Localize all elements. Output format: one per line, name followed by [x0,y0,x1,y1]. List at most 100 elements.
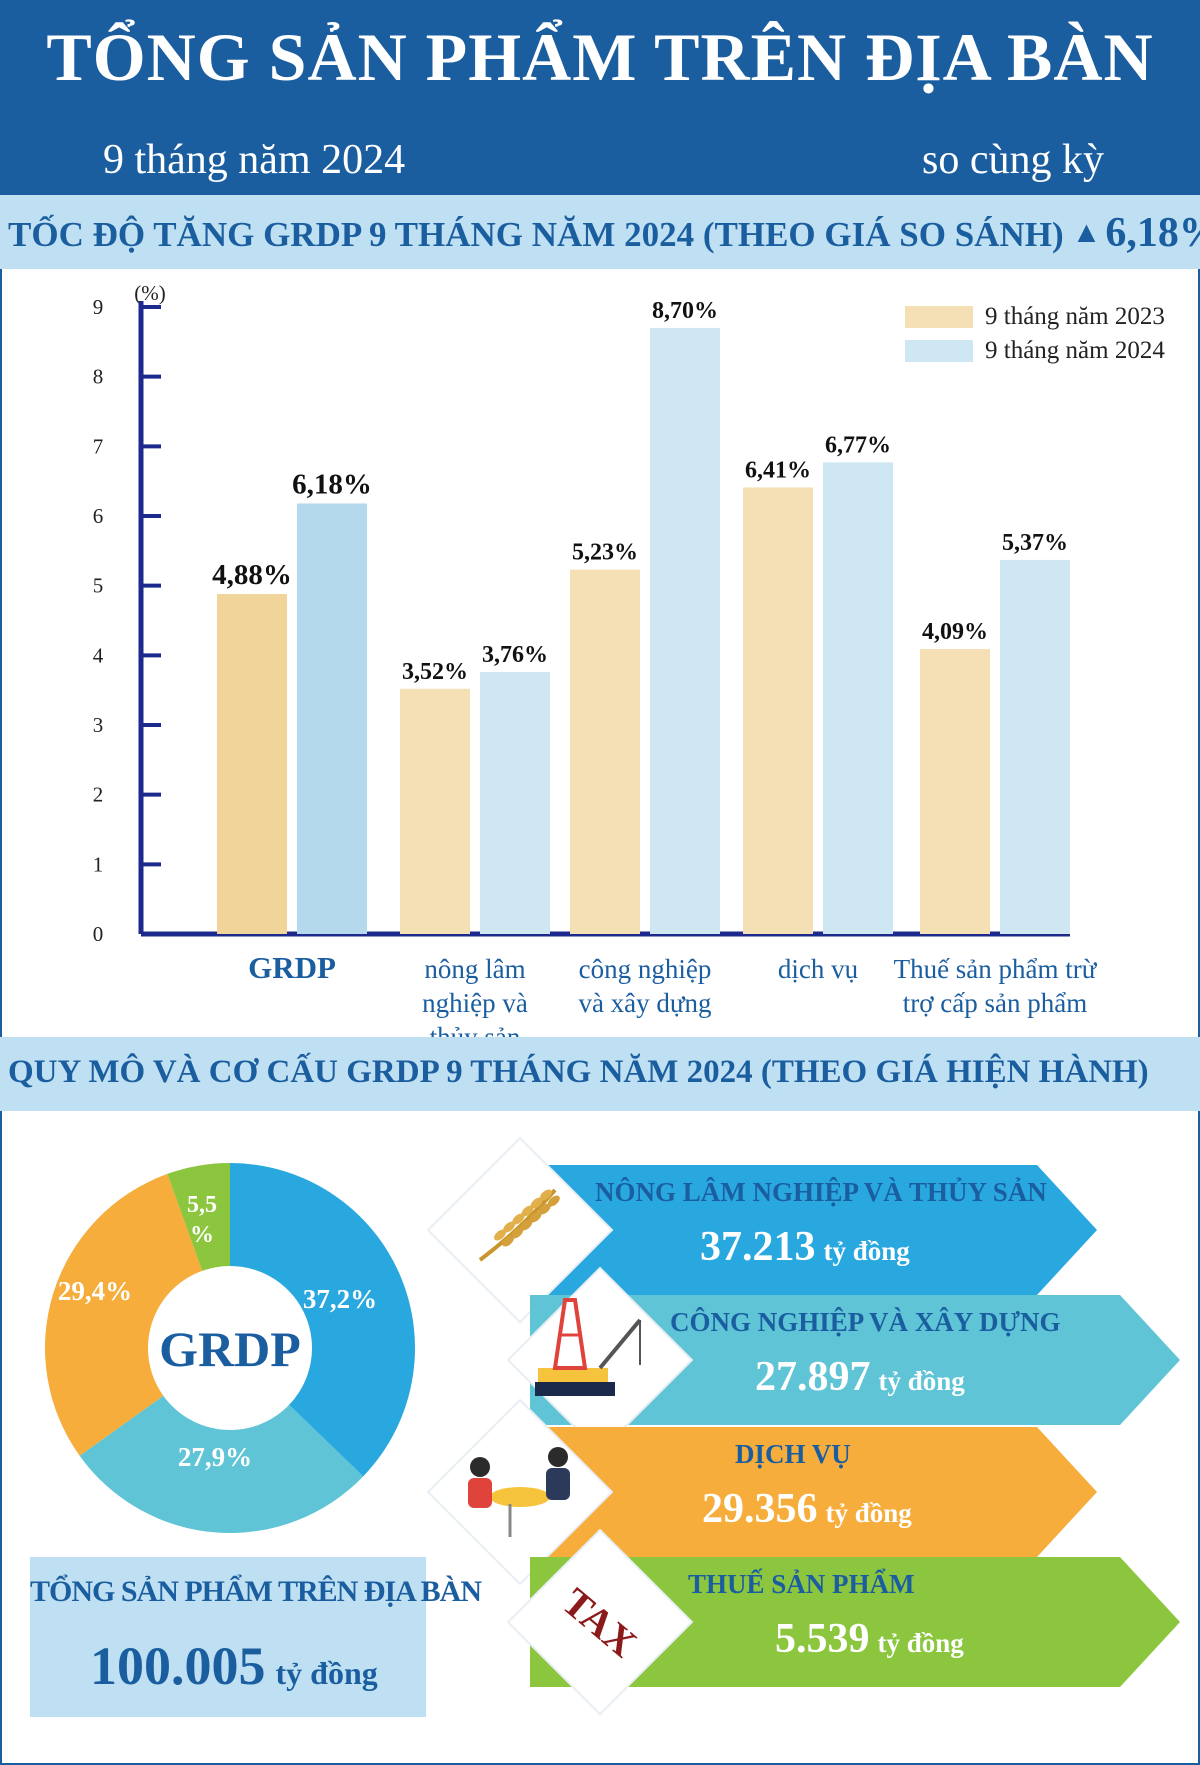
sector-value-unit: tỷ đồng [825,1498,912,1528]
y-tick-label: 5 [93,574,104,598]
bar-2024 [823,462,893,934]
sector-title: DỊCH VỤ [735,1439,851,1469]
total-title: TỔNG SẢN PHẨM TRÊN ĐỊA BÀN [30,1575,482,1608]
structure-section-title: QUY MÔ VÀ CƠ CẤU GRDP 9 THÁNG NĂM 2024 (… [8,1054,1149,1090]
sector-title: CÔNG NGHIỆP VÀ XÂY DỰNG [670,1307,1061,1337]
bar-2023 [920,649,990,934]
oil-rig-icon [535,1298,642,1396]
sector-arrow-banner [530,1165,1097,1295]
rice-icon [478,1188,560,1262]
sector-value-number: 37.213 [700,1224,816,1270]
x-category-label: nông lâm [424,954,525,984]
data-label: 5,23% [572,540,638,566]
donut-center-label: GRDP [159,1321,301,1377]
donut-slice [230,1163,416,1477]
sector-value-number: 29.356 [702,1486,818,1532]
period-label: 9 tháng năm 2024 [103,137,406,183]
legend-label: 9 tháng năm 2023 [985,303,1165,330]
y-tick-label: 7 [93,434,104,458]
total-number: 100.005 [90,1636,266,1696]
page-title: TỔNG SẢN PHẨM TRÊN ĐỊA BÀN [46,19,1154,95]
sector-arrow-banner [530,1295,1180,1425]
total-unit: tỷ đồng [275,1655,378,1691]
data-label: 6,18% [292,468,372,500]
data-label: 4,88% [212,559,292,591]
bar-2023 [570,569,640,934]
x-category-label: Thuế sản phẩm trừ [894,954,1098,984]
y-tick-label: 2 [93,783,104,807]
y-tick-label: 3 [93,713,104,737]
structure-section-band: QUY MÔ VÀ CƠ CẤU GRDP 9 THÁNG NĂM 2024 (… [0,1037,1200,1111]
sector-value-number: 27.897 [755,1354,871,1400]
donut-slice-label: 37,2% [303,1284,377,1314]
y-tick-label: 0 [93,922,104,946]
x-category-label: trợ cấp sản phẩm [903,988,1087,1018]
donut-slice [79,1395,364,1533]
total-value: 100.005 tỷ đồng [90,1635,378,1697]
donut-slice [167,1163,230,1271]
total-box: TỔNG SẢN PHẨM TRÊN ĐỊA BÀN 100.005 tỷ đồn… [30,1557,482,1717]
sector-value: 27.897 tỷ đồng [755,1353,965,1401]
bar-2023 [400,688,470,934]
data-label: 8,70% [652,298,718,324]
bar-2024 [297,503,367,934]
donut-slice-label: 5,5 [187,1192,217,1218]
sector-value-unit: tỷ đồng [823,1236,910,1266]
header: TỔNG SẢN PHẨM TRÊN ĐỊA BÀN 9 tháng năm 2… [0,0,1200,195]
legend-item-2023: 9 tháng năm 2023 [905,300,1165,334]
sector-title: THUẾ SẢN PHẨM [688,1569,915,1599]
growth-section-heading: TỐC ĐỘ TĂNG GRDP 9 THÁNG NĂM 2024 (THEO … [8,209,1200,257]
x-category-label: và xây dựng [578,988,711,1018]
bar-2023 [217,594,287,934]
bar-2023 [743,487,813,934]
growth-section-band: TỐC ĐỘ TĂNG GRDP 9 THÁNG NĂM 2024 (THEO … [0,195,1200,269]
legend-swatch [905,340,973,362]
data-label: 6,41% [745,457,811,483]
y-tick-label: 6 [93,504,104,528]
chart-legend: 9 tháng năm 2023 9 tháng năm 2024 [905,300,1165,368]
y-tick-label: 8 [93,365,104,389]
data-label: 6,77% [825,432,891,458]
data-label: 4,09% [922,619,988,645]
compare-label: so cùng kỳ [922,137,1104,183]
data-label: 3,52% [402,659,468,685]
growth-value: 6,18% [1105,210,1200,256]
y-tick-label: 9 [93,295,104,319]
sector-value: 37.213 tỷ đồng [700,1223,910,1271]
sector-value-unit: tỷ đồng [878,1366,965,1396]
x-category-label: thủy sản [430,1022,521,1040]
legend-item-2024: 9 tháng năm 2024 [905,334,1165,368]
sector-value-number: 5.539 [775,1616,870,1662]
bar-2024 [650,327,720,934]
sector-value: 5.539 tỷ đồng [775,1615,964,1663]
bar-2024 [480,672,550,934]
arrow-up-icon: ▲ [1071,216,1102,249]
donut-slice-label: 27,9% [178,1442,252,1472]
grdp-donut-chart: 37,2% 27,9% 29,4% 5,5% GRDP [40,1158,420,1538]
bar-2024 [1000,559,1070,934]
legend-label: 9 tháng năm 2024 [985,337,1165,364]
growth-bar-chart: (%) 01234567894,88%6,18%GRDP3,52%3,76%nô… [93,281,1098,1040]
sector-title: NÔNG LÂM NGHIỆP VÀ THỦY SẢN [595,1177,1047,1207]
donut-slice-label: 29,4% [58,1276,132,1306]
icon-diamond [506,1528,694,1716]
sector-arrow-banner [530,1427,1097,1557]
donut-slice [44,1173,203,1456]
sector-value: 29.356 tỷ đồng [702,1485,912,1533]
dining-icon [468,1447,570,1537]
x-category-label: dịch vụ [778,954,859,984]
y-tick-label: 4 [93,643,104,667]
growth-section-title: TỐC ĐỘ TĂNG GRDP 9 THÁNG NĂM 2024 (THEO … [8,215,1064,254]
donut-svg: 37,2% 27,9% 29,4% 5,5% GRDP [44,1163,416,1533]
legend-swatch [905,306,973,328]
x-category-label: công nghiệp [579,954,712,984]
x-category-label: GRDP [248,950,336,985]
data-label: 5,37% [1002,530,1068,556]
data-label: 3,76% [482,642,548,668]
x-category-label: nghiệp và [422,988,528,1018]
donut-slice-label: % [190,1222,214,1248]
y-tick-label: 1 [93,852,104,876]
